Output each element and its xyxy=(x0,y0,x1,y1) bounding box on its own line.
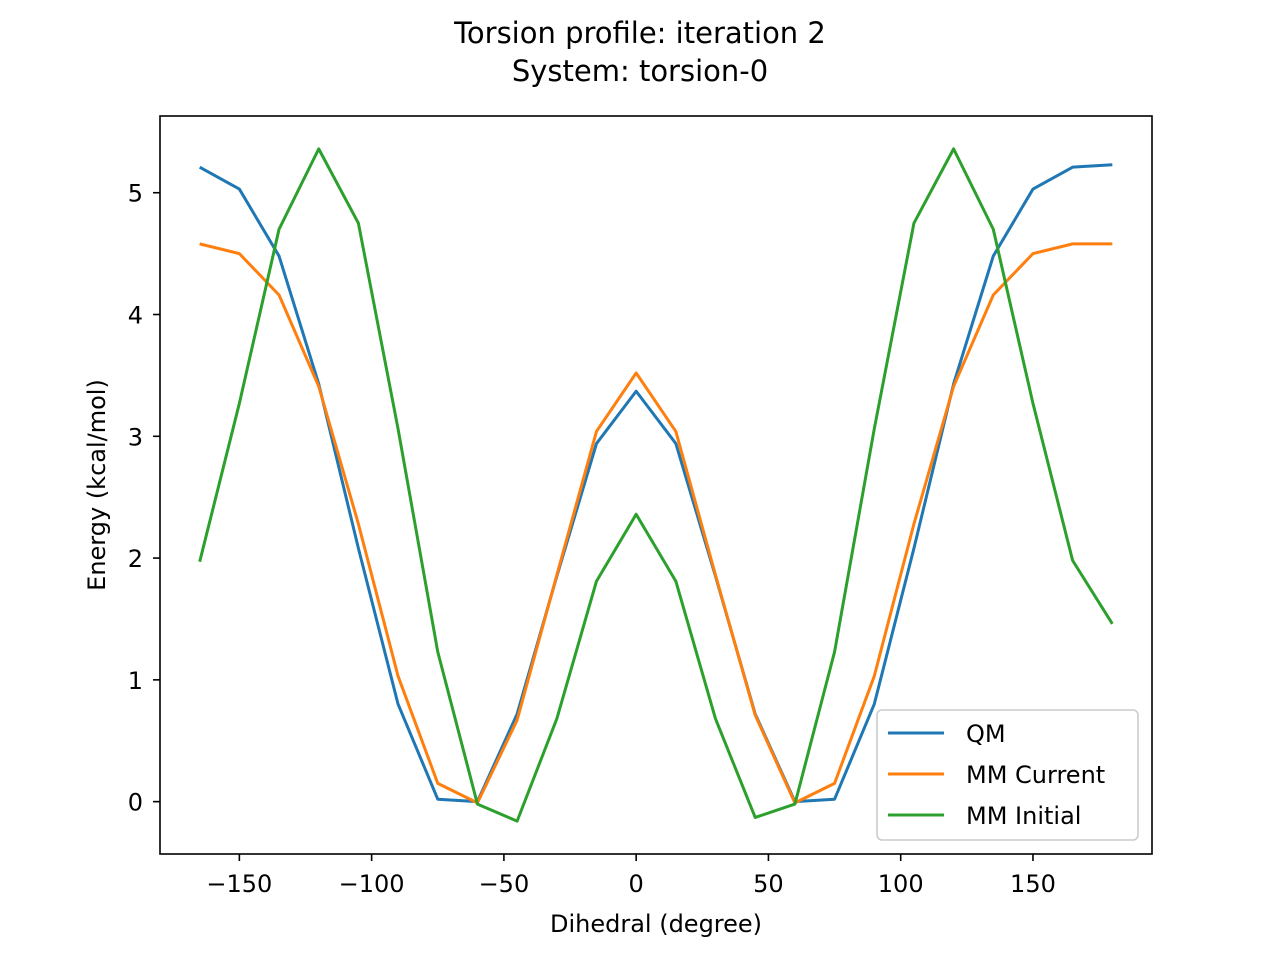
y-tick-label: 2 xyxy=(128,545,143,573)
legend-label-mm-initial: MM Initial xyxy=(966,802,1081,830)
legend-label-qm: QM xyxy=(966,720,1006,748)
y-tick-label: 5 xyxy=(128,180,143,208)
x-tick-label: 50 xyxy=(753,870,784,898)
y-tick-label: 3 xyxy=(128,423,143,451)
legend: QM MM Current MM Initial xyxy=(876,709,1139,841)
chart-subtitle: System: torsion-0 xyxy=(512,54,768,88)
y-tick-label: 4 xyxy=(128,302,143,330)
y-tick-label: 0 xyxy=(128,789,143,817)
series-line-mm-current xyxy=(199,242,1113,805)
x-tick-label: 100 xyxy=(878,870,924,898)
legend-label-mm-current: MM Current xyxy=(966,761,1105,789)
x-tick-label: −150 xyxy=(206,870,272,898)
series-line-qm xyxy=(198,163,1113,804)
x-tick-label: 150 xyxy=(1010,870,1056,898)
y-tick-label: 1 xyxy=(128,667,143,695)
y-axis-label: Energy (kcal/mol) xyxy=(83,379,111,591)
plot-area-frame xyxy=(159,115,1153,855)
tick-layer: −150 −100 −50 0 50 100 150 0 1 2 3 4 5 xyxy=(128,180,1056,898)
legend-box xyxy=(876,709,1139,841)
chart-title: Torsion profile: iteration 2 xyxy=(453,16,826,50)
x-axis-label: Dihedral (degree) xyxy=(550,910,762,938)
x-tick-label: 0 xyxy=(629,870,644,898)
series-layer xyxy=(198,147,1114,823)
x-tick-label: −100 xyxy=(339,870,405,898)
series-line-mm-initial xyxy=(198,147,1114,823)
x-tick-label: −50 xyxy=(479,870,530,898)
